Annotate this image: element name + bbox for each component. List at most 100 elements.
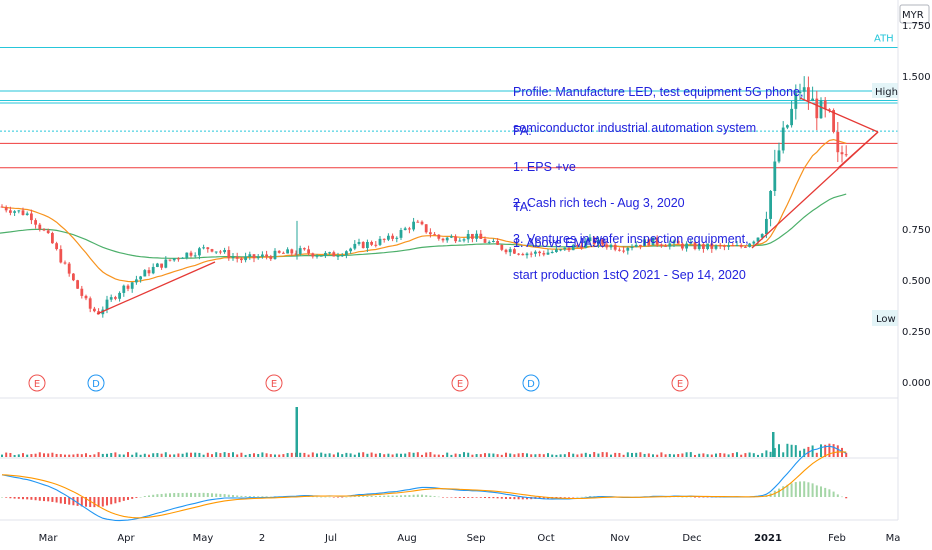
macd-histogram-bar: [26, 497, 29, 500]
candle-body: [517, 253, 520, 255]
candle-body: [307, 249, 310, 254]
volume-bar: [610, 454, 612, 457]
macd-histogram-bar: [496, 497, 499, 499]
fa-line-2: 1. EPS +ve: [513, 160, 576, 174]
macd-histogram-bar: [429, 495, 432, 497]
macd-histogram-bar: [513, 497, 516, 500]
macd-histogram-bar: [488, 497, 491, 499]
candle-body: [130, 282, 134, 289]
high-label-bg: [872, 83, 899, 98]
volume-bar: [580, 453, 583, 457]
candle-body: [93, 308, 96, 312]
macd-histogram-bar: [353, 496, 356, 497]
macd-histogram-bar: [320, 496, 323, 498]
volume-bar: [710, 454, 713, 457]
candle-body: [475, 233, 478, 239]
candle-body: [731, 245, 735, 247]
volume-bar: [446, 452, 449, 457]
macd-histogram-bar: [379, 495, 381, 497]
macd-histogram-bar: [584, 496, 587, 498]
candle-body: [290, 249, 294, 254]
candle-body: [378, 238, 382, 245]
macd-histogram-bar: [446, 497, 449, 498]
x-tick-label: Sep: [467, 533, 486, 544]
volume-bar: [836, 445, 839, 457]
volume-bar: [744, 453, 747, 457]
volume-bar: [295, 407, 298, 457]
candle-body: [143, 270, 147, 277]
candle-body: [38, 224, 42, 230]
candle-body: [588, 237, 592, 242]
earnings-marker: [451, 374, 469, 392]
volume-bar: [269, 454, 272, 457]
volume-bar: [185, 452, 188, 457]
macd-histogram-bar: [1, 497, 3, 498]
ta-annotation: TA: 1. Above EMA50: [513, 177, 606, 261]
volume-bar: [765, 450, 768, 457]
macd-histogram-bar: [269, 496, 272, 498]
volume-bar: [748, 452, 751, 457]
candle-body: [756, 237, 760, 242]
macd-histogram-bar: [794, 482, 797, 497]
volume-bar: [458, 454, 461, 457]
macd-histogram-bar: [93, 497, 96, 508]
fa-annotation: FA: 1. EPS +ve 2. Cash rich tech - Aug 3…: [513, 101, 749, 293]
macd-histogram-bar: [38, 497, 41, 501]
volume-bar: [442, 454, 444, 457]
candle-body: [265, 254, 268, 257]
volume-bar: [349, 453, 352, 457]
candle-body: [441, 238, 445, 241]
volume-bar: [698, 453, 701, 457]
candle-body: [580, 245, 583, 249]
macd-histogram-bar: [253, 496, 255, 497]
candle-body: [609, 244, 613, 248]
macd-histogram-bar: [358, 496, 360, 497]
macd-histogram-bar: [454, 497, 457, 498]
candle-body: [387, 235, 390, 240]
volume-bar: [467, 452, 470, 457]
volume-bar: [622, 454, 625, 457]
candle-body: [639, 244, 642, 247]
volume-bar: [715, 453, 717, 457]
volume-bar: [362, 452, 365, 457]
macd-histogram-bar: [500, 497, 503, 499]
macd-histogram-bar: [236, 495, 239, 497]
volume-bar: [290, 452, 293, 457]
candle-body: [647, 239, 651, 246]
macd-histogram-bar: [580, 496, 583, 498]
volume-bar: [421, 454, 423, 457]
x-tick-label: May: [193, 533, 214, 544]
volume-bar: [160, 453, 163, 457]
candle-body: [786, 125, 789, 128]
volume-bar: [530, 454, 533, 457]
macd-histogram-bar: [416, 494, 419, 497]
candle-body: [84, 295, 88, 299]
volume-bar: [358, 452, 360, 457]
time-axis: Mar Apr May 2 Jul Aug Sep Oct Nov Dec 2021 Feb Ma: [39, 533, 901, 544]
candle-body: [765, 218, 768, 235]
volume-bar: [366, 453, 369, 457]
candle-body: [366, 241, 369, 249]
macd-histogram-bar: [324, 496, 327, 498]
volume-bar: [643, 453, 646, 457]
volume-bar: [542, 454, 545, 457]
volume-bar: [412, 452, 415, 457]
volume-bar: [471, 454, 474, 457]
macd-histogram-bar: [72, 497, 75, 506]
volume-bar: [118, 454, 121, 457]
volume-bar: [303, 452, 306, 457]
candle-body: [773, 161, 777, 192]
volume-bar: [668, 453, 671, 457]
volume-bar: [689, 452, 692, 457]
volume-bar: [772, 432, 775, 457]
volume-bar: [694, 454, 696, 457]
macd-histogram-bar: [122, 497, 125, 501]
candle-body: [597, 239, 600, 245]
macd-histogram-bar: [248, 496, 251, 497]
candle-body: [559, 249, 562, 251]
macd-histogram-bar: [698, 497, 701, 498]
volume-bar: [1, 454, 3, 457]
volume-bar: [370, 452, 373, 457]
macd-histogram-bar: [173, 493, 176, 497]
